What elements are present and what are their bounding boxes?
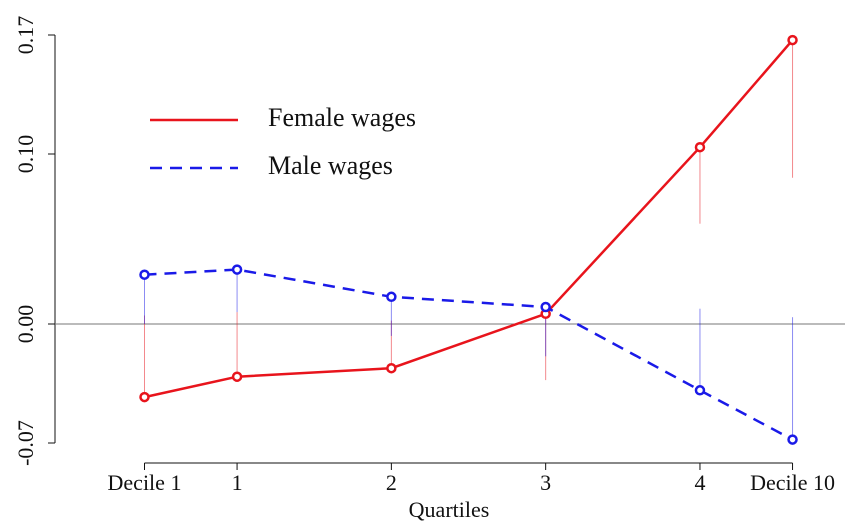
x-tick-label: 3 [540, 470, 551, 495]
x-tick-label: 2 [386, 470, 397, 495]
data-point [386, 291, 397, 303]
x-tick-label: Decile 1 [108, 470, 182, 495]
y-tick-label: 0.00 [13, 305, 38, 344]
legend-label: Male wages [268, 151, 393, 180]
data-point [694, 141, 706, 153]
data-point [139, 391, 150, 403]
y-tick-label: 0.10 [13, 135, 38, 174]
y-tick-label: 0.17 [13, 16, 38, 55]
x-axis-label: Quartiles [409, 497, 490, 522]
y-tick-label: -0.07 [13, 420, 38, 466]
data-point [139, 269, 150, 280]
series-line [144, 268, 794, 441]
legend-label: Female wages [268, 103, 416, 132]
data-point [540, 301, 551, 313]
x-tick-label: Decile 10 [750, 470, 835, 495]
x-tick-label: 1 [232, 470, 243, 495]
data-point [386, 362, 397, 374]
series-line [144, 39, 794, 399]
data-point [787, 434, 798, 445]
data-point [694, 385, 706, 396]
data-point [787, 34, 798, 46]
data-point [231, 264, 243, 275]
x-tick-label: 4 [694, 470, 705, 495]
data-point [231, 371, 243, 382]
